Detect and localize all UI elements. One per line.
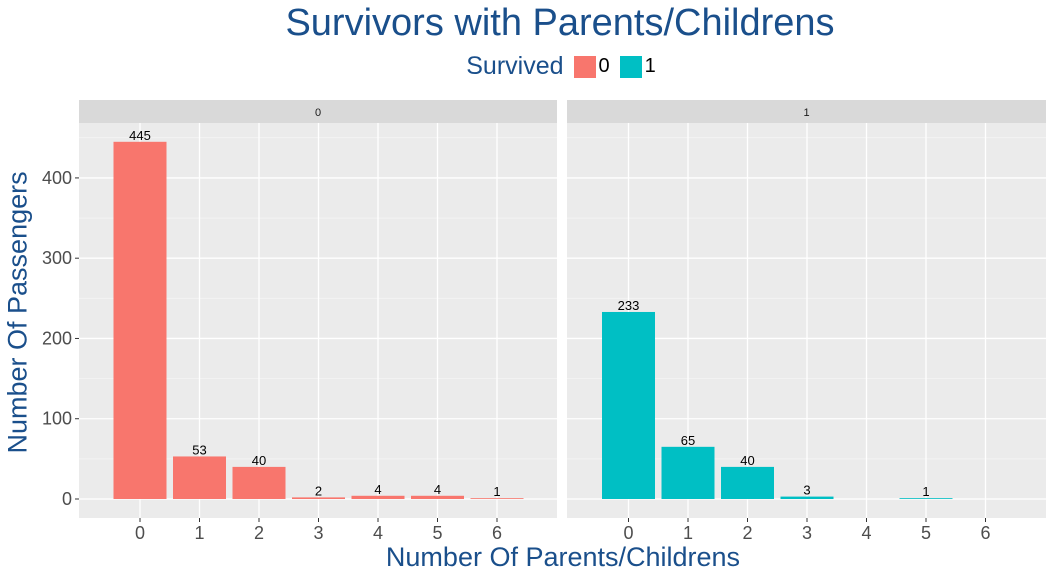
x-tick-label: 6 — [980, 523, 990, 543]
x-tick-label: 3 — [802, 523, 812, 543]
bar-1-3 — [780, 496, 834, 499]
data-label: 445 — [129, 128, 151, 143]
legend-swatch-1 — [619, 55, 642, 78]
data-label: 65 — [681, 433, 695, 448]
facet-strip-label-1: 1 — [803, 107, 809, 119]
legend-label-1: 1 — [644, 55, 656, 77]
y-tick-label: 400 — [42, 168, 72, 188]
bar-1-0 — [602, 311, 655, 499]
x-tick-label: 5 — [921, 523, 931, 543]
bar-0-3 — [292, 497, 345, 499]
legend-title: Survived — [466, 52, 564, 80]
x-axis-label: Number Of Parents/Childrens — [385, 542, 741, 572]
data-label: 3 — [803, 483, 810, 498]
bar-1-2 — [721, 466, 774, 499]
y-tick-label: 300 — [42, 248, 72, 268]
y-tick-label: 100 — [42, 409, 72, 429]
data-label: 1 — [922, 484, 929, 499]
x-tick-label: 4 — [861, 523, 871, 543]
bar-0-0 — [113, 141, 167, 499]
x-tick-label: 1 — [683, 523, 693, 543]
data-label: 4 — [434, 482, 441, 497]
y-tick-label: 0 — [62, 489, 72, 509]
x-tick-label: 4 — [373, 523, 383, 543]
data-label: 40 — [252, 453, 266, 468]
bar-0-5 — [411, 495, 464, 499]
legend-swatch-0 — [573, 55, 596, 78]
x-tick-label: 1 — [194, 523, 204, 543]
x-tick-label: 2 — [254, 523, 264, 543]
chart-title: Survivors with Parents/Childrens — [285, 2, 835, 44]
legend: Survived 0 1 — [0, 52, 1056, 81]
bar-1-5 — [899, 498, 953, 499]
data-label: 233 — [618, 298, 640, 313]
y-tick-label: 200 — [42, 328, 72, 348]
x-tick-label: 6 — [492, 523, 502, 543]
legend-label-0: 0 — [598, 55, 610, 77]
bar-0-1 — [173, 456, 226, 499]
facet-strip-1 — [567, 100, 1046, 123]
bar-0-4 — [351, 495, 405, 499]
facet-strip-0 — [79, 100, 557, 123]
x-tick-label: 2 — [742, 523, 752, 543]
bar-1-1 — [661, 446, 715, 499]
x-tick-label: 3 — [313, 523, 323, 543]
data-label: 1 — [493, 484, 500, 499]
data-label: 40 — [740, 453, 754, 468]
legend-item-0: 0 — [573, 55, 614, 78]
bar-0-6 — [470, 498, 524, 499]
x-tick-label: 0 — [623, 523, 633, 543]
facet-strip-label-0: 0 — [315, 107, 321, 119]
data-label: 53 — [192, 442, 206, 457]
x-tick-label: 0 — [135, 523, 145, 543]
x-tick-label: 5 — [432, 523, 442, 543]
data-label: 2 — [315, 483, 322, 498]
data-label: 4 — [374, 482, 381, 497]
legend-item-1: 1 — [619, 55, 660, 78]
bar-0-2 — [232, 466, 286, 499]
